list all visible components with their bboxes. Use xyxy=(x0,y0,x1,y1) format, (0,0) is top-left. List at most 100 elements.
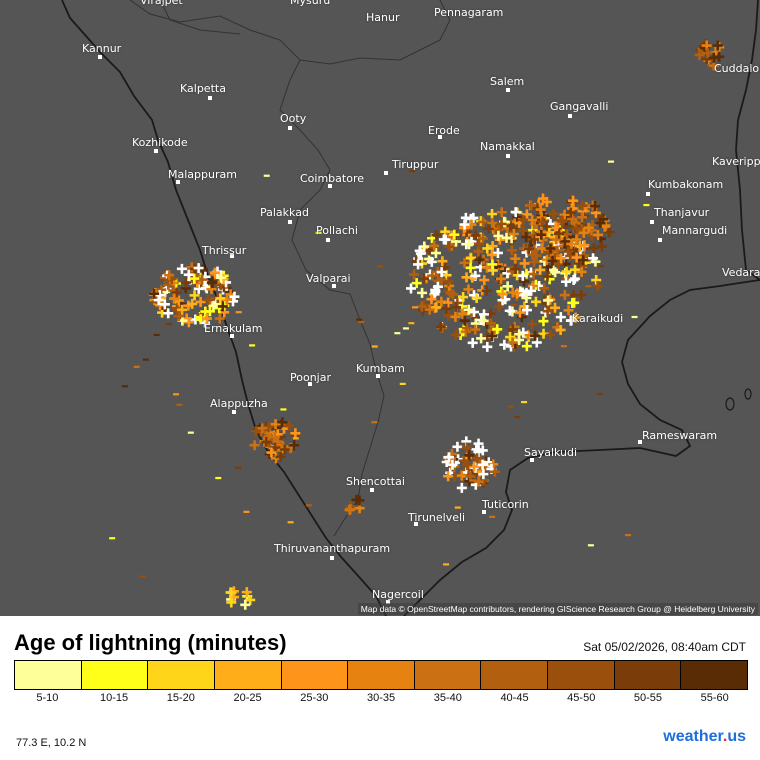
lightning-strike xyxy=(577,200,588,211)
town-marker xyxy=(232,410,236,414)
lightning-strike xyxy=(529,234,540,245)
lightning-strike xyxy=(559,290,570,301)
lightning-strike xyxy=(426,294,437,305)
lightning-strike xyxy=(459,219,470,230)
lightning-strike xyxy=(561,266,572,277)
lightning-strike xyxy=(487,331,498,342)
lightning-strike xyxy=(154,290,165,301)
lightning-strike xyxy=(424,245,435,256)
lightning-strike xyxy=(270,419,281,430)
lightning-strike xyxy=(486,249,497,260)
east-coast-mid xyxy=(735,119,760,281)
brand-dot: . xyxy=(722,728,728,745)
lightning-strike xyxy=(510,264,521,275)
legend-swatch-55-60 xyxy=(681,661,748,689)
lightning-strike xyxy=(548,208,559,219)
lightning-strike xyxy=(459,315,470,326)
lightning-strike xyxy=(555,312,566,323)
lightning-strike xyxy=(229,291,240,302)
lightning-strike xyxy=(482,243,493,254)
lightning-strike xyxy=(443,276,454,287)
lightning-strike xyxy=(487,208,498,219)
lightning-strike xyxy=(553,258,564,269)
lightning-strike xyxy=(514,307,525,318)
lightning-strike xyxy=(604,227,615,238)
lightning-strike xyxy=(417,287,428,298)
lightning-strike xyxy=(563,305,574,316)
place-label-shencottai: Shencottai xyxy=(346,475,405,488)
lightning-strike xyxy=(216,272,227,283)
lightning-strike xyxy=(702,48,713,59)
lightning-strike xyxy=(521,305,532,316)
lightning-strike xyxy=(474,238,485,249)
town-marker xyxy=(330,556,334,560)
lightning-strike xyxy=(354,495,365,506)
lightning-strike xyxy=(200,306,211,317)
town-marker xyxy=(230,254,234,258)
lightning-strike xyxy=(576,290,587,301)
lightning-strike xyxy=(149,288,160,299)
lightning-strike xyxy=(277,417,288,428)
legend-swatch-45-50 xyxy=(548,661,615,689)
town-markers xyxy=(98,55,662,604)
place-label-karaikudi: Karaikudi xyxy=(572,312,624,325)
place-label-rameswaram: Rameswaram xyxy=(642,429,718,442)
lightning-strike xyxy=(180,277,191,288)
lightning-strike xyxy=(591,275,602,286)
legend-label-35-40: 35-40 xyxy=(433,692,462,704)
legend-label-50-55: 50-55 xyxy=(633,692,663,704)
lightning-strike xyxy=(714,42,725,53)
legend-swatch-5-10 xyxy=(15,661,82,689)
lightning-strike xyxy=(523,243,534,254)
place-label-malappuram: Malappuram xyxy=(168,168,237,181)
lightning-strike xyxy=(570,264,581,275)
lightning-strike xyxy=(554,228,565,239)
legend-swatch-15-20 xyxy=(148,661,215,689)
lightning-strike xyxy=(519,258,530,269)
place-label-palakkad: Palakkad xyxy=(260,206,309,219)
lightning-strike xyxy=(555,324,566,335)
lightning-strike xyxy=(463,450,474,461)
lightning-strike xyxy=(409,269,420,280)
lightning-strike xyxy=(543,295,554,306)
lightning-strike xyxy=(505,332,516,343)
lightning-strike xyxy=(566,315,577,326)
lightning-strike xyxy=(517,270,528,281)
lightning-strike xyxy=(531,337,542,348)
town-marker xyxy=(288,220,292,224)
lightning-strike xyxy=(592,280,603,291)
place-label-thanjavur: Thanjavur xyxy=(654,206,710,219)
lightning-strike xyxy=(450,311,461,322)
lightning-map[interactable]: Virajpet Mysuru Hanur Pennagaram Kannur Kalpe… xyxy=(0,0,760,616)
lightning-strike xyxy=(208,300,219,311)
lightning-strike xyxy=(510,207,521,218)
lightning-strike xyxy=(445,287,456,298)
state-border-northwest xyxy=(159,0,241,35)
lightning-strike xyxy=(443,310,454,321)
lightning-strike xyxy=(496,218,507,229)
place-label-namakkal: Namakkal xyxy=(480,140,535,153)
lightning-strike xyxy=(171,287,182,298)
island xyxy=(744,388,752,400)
place-label-cuddalore: Cuddalore xyxy=(714,62,760,75)
lightning-strike xyxy=(461,442,472,453)
lightning-strike xyxy=(579,240,590,251)
legend-color-scale xyxy=(14,660,748,690)
lightning-strike xyxy=(492,247,503,258)
lightning-strike xyxy=(482,341,493,352)
lightning-strike xyxy=(451,302,462,313)
brand-logo[interactable]: weather.us xyxy=(663,728,746,746)
lightning-strike xyxy=(272,436,283,447)
lightning-strike xyxy=(481,285,492,296)
town-marker xyxy=(438,135,442,139)
lightning-strike xyxy=(463,304,474,315)
lightning-strike xyxy=(424,304,435,315)
lightning-strike xyxy=(469,461,480,472)
place-label-mannargudi: Mannargudi xyxy=(662,224,728,237)
lightning-strike xyxy=(419,273,430,284)
lightning-strike xyxy=(550,267,561,278)
lightning-strike xyxy=(536,229,547,240)
lightning-strike xyxy=(521,231,532,242)
lightning-strike xyxy=(506,245,517,256)
lightning-strike xyxy=(530,296,541,307)
